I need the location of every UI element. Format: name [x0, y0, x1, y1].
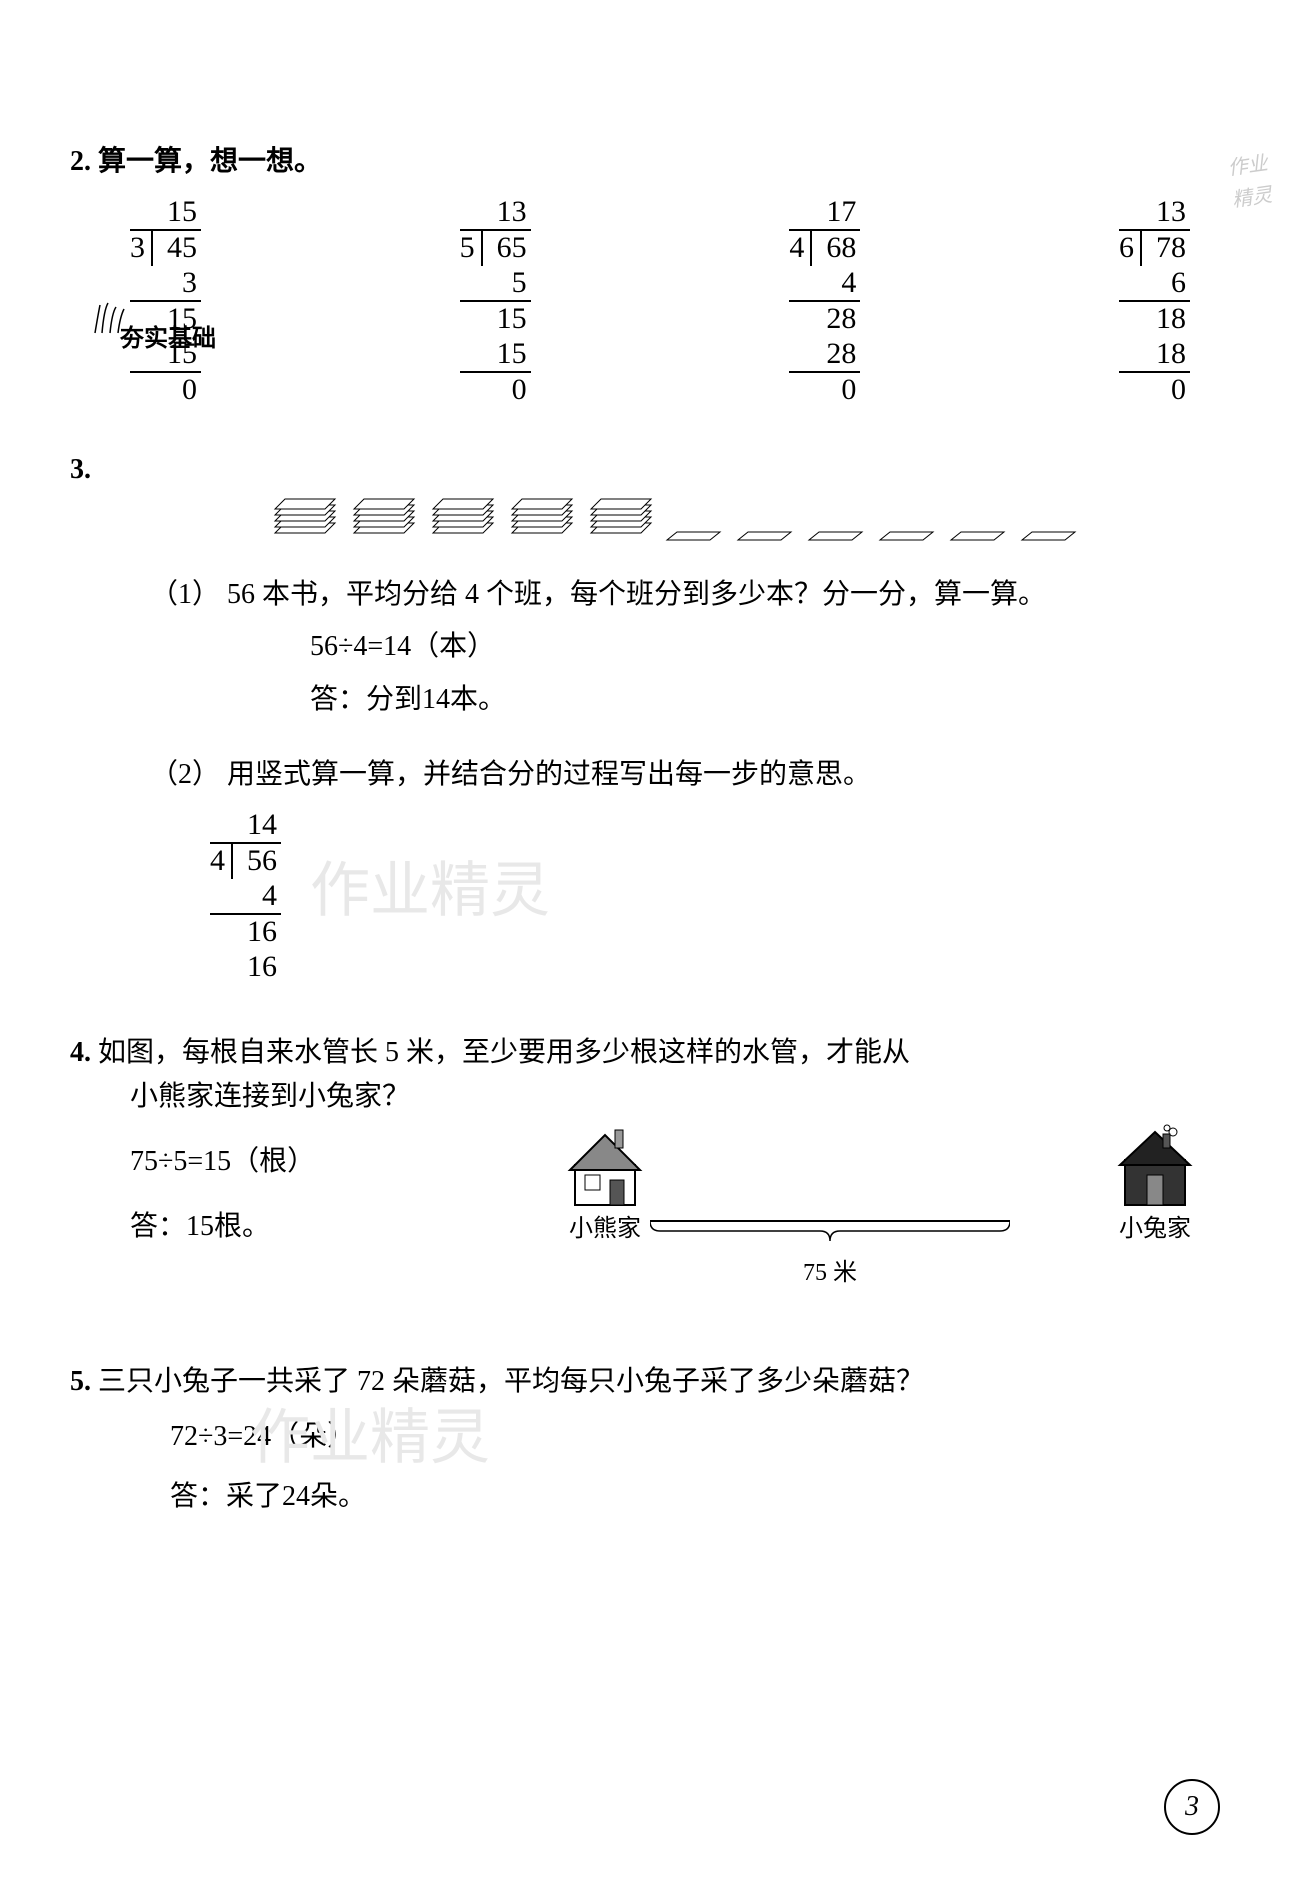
rabbit-house: 小兔家: [1100, 1120, 1210, 1248]
ld1-quotient: 15: [130, 195, 201, 232]
ld3-r2: 0: [789, 373, 860, 408]
ld4-s1: 6: [1119, 266, 1190, 303]
p3ld-divisor: 4: [210, 844, 231, 879]
ld1-divisor: 3: [130, 231, 151, 266]
p5-text: 三只小兔子一共采了 72 朵蘑菇，平均每只小兔子采了多少朵蘑菇？: [98, 1366, 924, 1397]
ld1-r1: 15: [130, 302, 201, 337]
p3-sub1-label: （1）: [150, 579, 220, 610]
long-div-3: 17 4 68 4 28 28 0: [789, 195, 860, 408]
p3-sub1-text: 56 本书，平均分给 4 个班，每个班分到多少本？分一分，算一算。: [227, 579, 1046, 610]
ld1-s1: 3: [130, 266, 201, 303]
p3ld-s2: 16: [210, 950, 281, 985]
p3-sub2-label: （2）: [150, 759, 220, 790]
book-stack-icon: [428, 493, 498, 543]
problem-3: 3. （1） 56 本书，平均分给 4 个班，每个班分到多少本？分一分，算一算。…: [70, 448, 1230, 991]
p4-text1: 如图，每根自来水管长 5 米，至少要用多少根这样的水管，才能从: [98, 1037, 910, 1068]
p5-eq: 72÷3=24（朵）: [170, 1415, 1230, 1460]
ld2-quotient: 13: [460, 195, 531, 232]
p3-sub2-text: 用竖式算一算，并结合分的过程写出每一步的意思。: [227, 759, 871, 790]
ld3-dividend: 68: [810, 231, 860, 266]
p4-eq: 75÷5=15（根）: [130, 1140, 490, 1185]
ld1-r2: 0: [130, 373, 201, 408]
long-div-4: 13 6 78 6 18 18 0: [1119, 195, 1190, 408]
book-single-icon: [878, 512, 938, 524]
p3-sub1-ans: 答：分到14本。: [310, 678, 1230, 723]
ld2-divisor: 5: [460, 231, 481, 266]
ld3-divisor: 4: [789, 231, 810, 266]
ld3-r1: 28: [789, 302, 860, 337]
p3-number: 3.: [70, 448, 91, 493]
page-number: 3: [1164, 1779, 1220, 1835]
p3ld-s1: 4: [210, 879, 281, 916]
problem-4: 4. 如图，每根自来水管长 5 米，至少要用多少根这样的水管，才能从 小熊家连接…: [70, 1031, 1230, 1321]
book-single-icon: [949, 512, 1009, 524]
ld2-r2: 0: [460, 373, 531, 408]
p2-number: 2.: [70, 140, 91, 185]
book-single-icon: [807, 512, 867, 524]
p2-long-division-row: 夯实基础 15 3 45 3 15 15 0 13 5 65 5 15 15 0…: [130, 195, 1190, 408]
bear-house: 小熊家: [550, 1120, 660, 1248]
p3-sub2: （2） 用竖式算一算，并结合分的过程写出每一步的意思。 14 4 56 4 16…: [150, 753, 1230, 991]
p4-text2: 小熊家连接到小兔家？: [130, 1075, 1230, 1120]
book-stack-icon: [586, 493, 656, 543]
book-single-icon: [736, 512, 796, 524]
distance-brace: 75 米: [650, 1215, 1010, 1292]
book-single-icon: [665, 512, 725, 524]
ld3-s2: 28: [789, 337, 860, 374]
ld4-dividend: 78: [1140, 231, 1190, 266]
p4-diagram: 小熊家 小兔家 75 米: [490, 1120, 1230, 1320]
p3-long-div: 14 4 56 4 16 16: [210, 808, 281, 985]
bear-house-label: 小熊家: [550, 1210, 660, 1248]
p4-ans: 答：15根。: [130, 1205, 490, 1250]
p2-title: 算一算，想一想。: [98, 146, 322, 177]
wm-line2: 精灵: [1230, 179, 1274, 216]
book-single-icon: [1020, 512, 1080, 524]
ld2-s1: 5: [460, 266, 531, 303]
p3ld-r1: 16: [210, 915, 281, 950]
book-stack-icon: [270, 493, 340, 543]
p3-sub1-eq: 56÷4=14（本）: [310, 625, 1230, 670]
p3ld-quotient: 14: [210, 808, 281, 845]
long-div-1: 15 3 45 3 15 15 0: [130, 195, 201, 408]
p4-number: 4.: [70, 1031, 91, 1076]
ld3-quotient: 17: [789, 195, 860, 232]
book-stack-icon: [507, 493, 577, 543]
problem-2: 2. 算一算，想一想。 夯实基础 15 3 45 3 15 15 0 13 5 …: [70, 140, 1230, 408]
p3ld-dividend: 56: [231, 844, 281, 879]
ld3-s1: 4: [789, 266, 860, 303]
ld4-divisor: 6: [1119, 231, 1140, 266]
rabbit-house-label: 小兔家: [1100, 1210, 1210, 1248]
p5-number: 5.: [70, 1360, 91, 1405]
ld4-r2: 0: [1119, 373, 1190, 408]
ld4-r1: 18: [1119, 302, 1190, 337]
ld4-s2: 18: [1119, 337, 1190, 374]
p3-sub1: （1） 56 本书，平均分给 4 个班，每个班分到多少本？分一分，算一算。 56…: [150, 573, 1230, 723]
ld1-s2: 15: [130, 337, 201, 374]
problem-5: 5. 三只小兔子一共采了 72 朵蘑菇，平均每只小兔子采了多少朵蘑菇？ 作业精灵…: [70, 1360, 1230, 1519]
books-illustration: [270, 493, 1230, 543]
ld4-quotient: 13: [1119, 195, 1190, 232]
p5-ans: 答：采了24朵。: [170, 1475, 1230, 1520]
long-div-2: 13 5 65 5 15 15 0: [460, 195, 531, 408]
book-stack-icon: [349, 493, 419, 543]
watermark-top-right: 作业 精灵: [1226, 148, 1275, 217]
ld1-dividend: 45: [151, 231, 201, 266]
distance-label: 75 米: [650, 1254, 1010, 1292]
ld2-r1: 15: [460, 302, 531, 337]
ld2-dividend: 65: [481, 231, 531, 266]
ld2-s2: 15: [460, 337, 531, 374]
